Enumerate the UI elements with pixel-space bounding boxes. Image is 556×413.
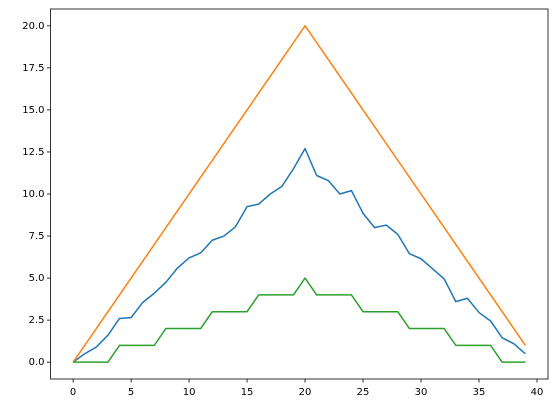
- y-tick-label: 7.5: [29, 231, 45, 242]
- x-tick-label: 35: [473, 387, 486, 398]
- y-tick-label: 20.0: [22, 21, 44, 32]
- y-tick-label: 5.0: [29, 273, 45, 284]
- x-tick-label: 30: [415, 387, 428, 398]
- y-tick-label: 10.0: [22, 189, 44, 200]
- x-tick-label: 5: [128, 387, 134, 398]
- x-tick-label: 15: [241, 387, 254, 398]
- line-series: [73, 277, 526, 363]
- line-series: [72, 25, 527, 363]
- x-tick-label: 20: [299, 387, 312, 398]
- x-tick-label: 0: [70, 387, 76, 398]
- y-tick-label: 17.5: [22, 63, 44, 74]
- y-tick-label: 2.5: [29, 315, 45, 326]
- y-tick-label: 15.0: [22, 105, 44, 116]
- line-series: [72, 147, 526, 363]
- x-tick-label: 25: [357, 387, 370, 398]
- y-tick-label: 12.5: [22, 147, 44, 158]
- x-tick-label: 40: [531, 387, 544, 398]
- x-tick-label: 10: [183, 387, 196, 398]
- y-tick-label: 0.0: [29, 357, 45, 368]
- plot-frame: [50, 8, 549, 380]
